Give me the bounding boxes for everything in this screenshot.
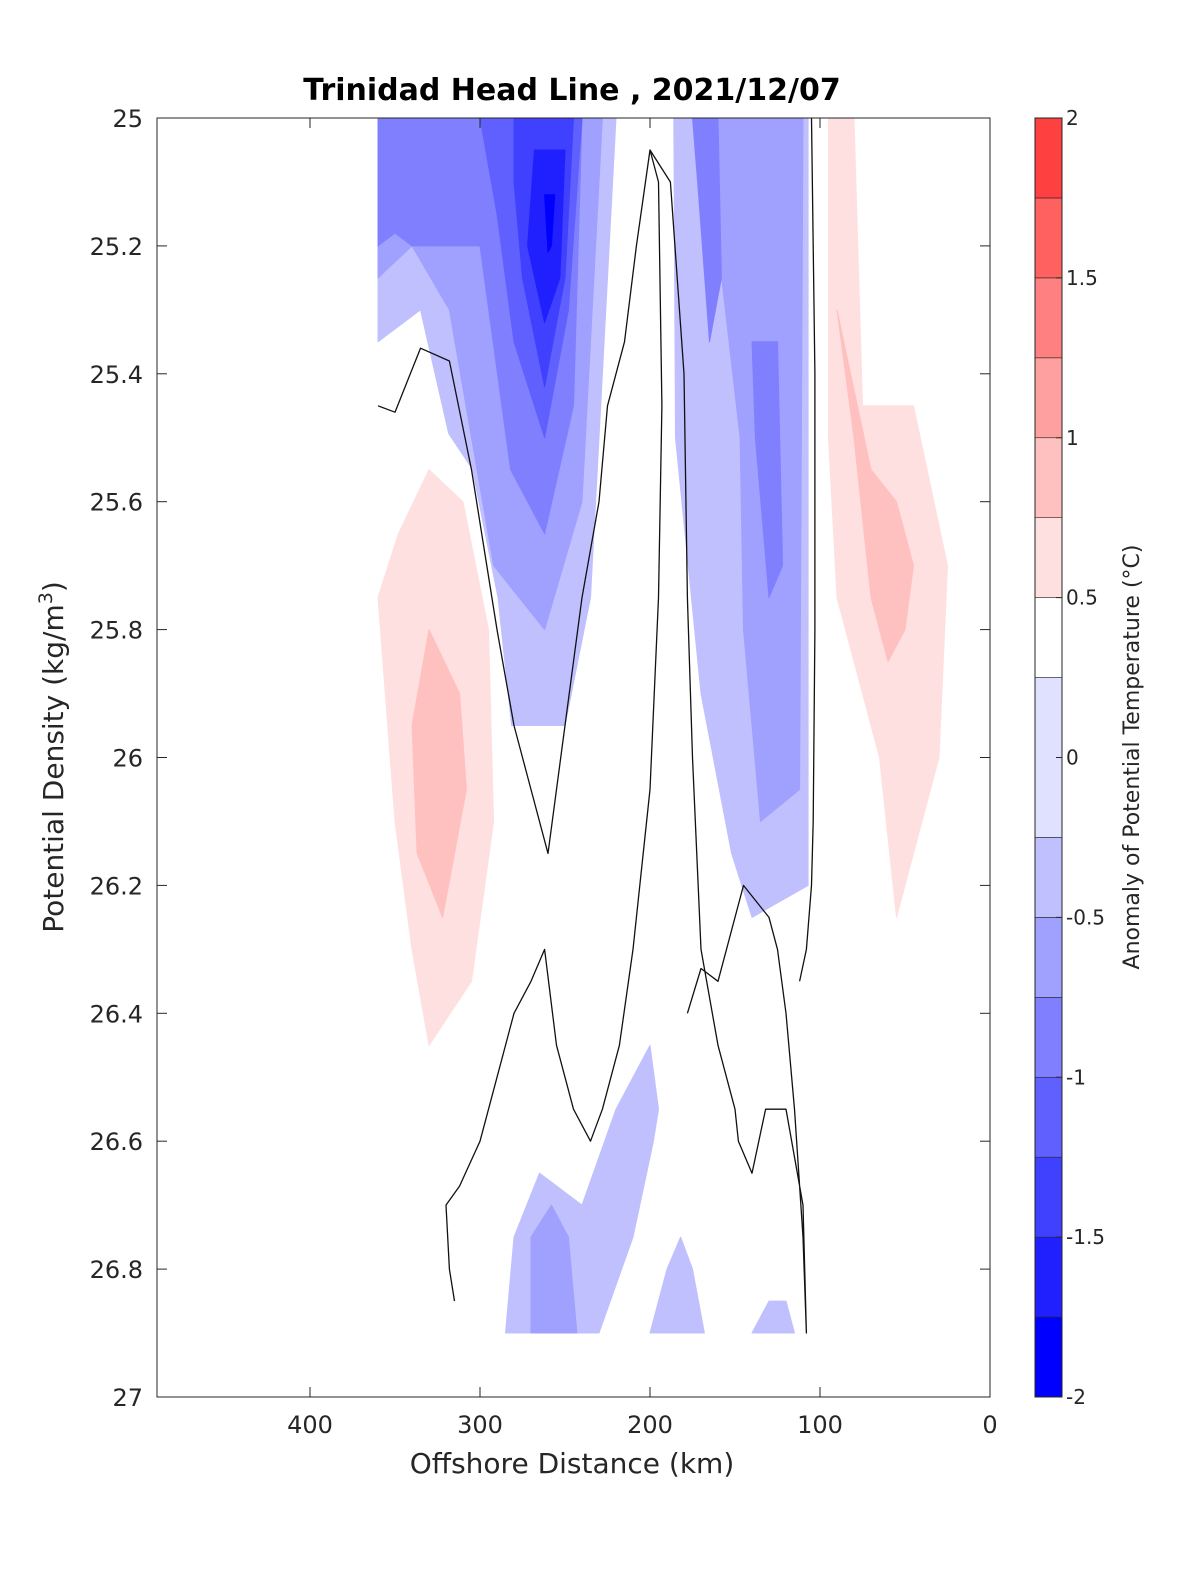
colorbar-tick-label: -1 <box>1066 1065 1086 1089</box>
colorbar-swatch-1 <box>1034 1236 1063 1318</box>
colorbar-tick-label: 1.5 <box>1066 266 1098 290</box>
y-axis-title: Potential Density (kg/m3) <box>35 581 70 933</box>
y-tick-label: 26 <box>112 745 143 773</box>
contour-region-17 <box>411 629 467 918</box>
zero-contour-0 <box>377 149 808 1334</box>
y-tick-label: 26.6 <box>90 1128 143 1156</box>
colorbar-swatch-0 <box>1034 1316 1063 1398</box>
y-tick-label: 26.8 <box>90 1256 143 1284</box>
contour-region-22 <box>777 948 804 1046</box>
contour-fills <box>377 118 957 1334</box>
colorbar-swatch-3 <box>1034 1076 1063 1158</box>
y-tick-label: 25.6 <box>90 489 143 517</box>
y-tick-label: 25.8 <box>90 617 143 645</box>
zero-contour-2 <box>798 118 816 982</box>
contour-region-9 <box>692 118 722 343</box>
colorbar-swatch-4 <box>1034 997 1063 1078</box>
x-tick-label: 0 <box>982 1411 997 1439</box>
x-tick-label: 200 <box>627 1411 673 1439</box>
contour-region-21 <box>836 309 914 663</box>
zero-contour-lines <box>377 118 816 1334</box>
colorbar: -2 -1.5 -1 -0.5 0 0.5 1 1.5 2 <box>1034 106 1105 1409</box>
colorbar-tick-label: 2 <box>1066 106 1079 130</box>
contour-region-14 <box>751 1300 795 1334</box>
contour-region-10 <box>751 341 784 599</box>
colorbar-swatch-2 <box>1034 1156 1063 1238</box>
y-tick-label: 26.2 <box>90 872 143 900</box>
y-axis-title-close: ) <box>37 581 70 592</box>
colorbar-title: Anomaly of Potential Temperature (°C) <box>1120 545 1145 970</box>
colorbar-swatch-10 <box>1034 437 1063 518</box>
colorbar-tick-label: 0 <box>1066 746 1079 770</box>
contour-region-12 <box>530 1204 578 1334</box>
colorbar-tick-label: -0.5 <box>1066 905 1105 929</box>
colorbar-tick-label: 0.5 <box>1066 586 1098 610</box>
colorbar-tick-label: 1 <box>1066 426 1079 450</box>
y-tick-label: 27 <box>112 1384 143 1412</box>
x-tick-label: 100 <box>797 1411 843 1439</box>
colorbar-swatch-14 <box>1034 117 1063 199</box>
x-tick-label: 300 <box>457 1411 503 1439</box>
colorbar-swatch-12 <box>1034 277 1063 359</box>
plot-area: 400 300 200 100 0 25 25.2 25.4 25.6 25.8 26 26.2 26… <box>90 105 998 1439</box>
y-tick-label: 25 <box>112 105 143 133</box>
y-tick-label: 25.4 <box>90 361 143 389</box>
x-axis-ticks: 400 300 200 100 0 <box>287 118 998 1439</box>
colorbar-swatch-13 <box>1034 197 1063 279</box>
colorbar-swatch-5 <box>1034 917 1063 998</box>
contour-region-11 <box>505 1044 659 1334</box>
chart-title: Trinidad Head Line , 2021/12/07 <box>303 73 840 108</box>
colorbar-tick-label: -2 <box>1066 1385 1086 1409</box>
y-axis-title-text: Potential Density (kg/m <box>37 604 70 933</box>
colorbar-swatch-6 <box>1034 837 1063 918</box>
y-axis-title-superscript: 3 <box>35 592 57 604</box>
colorbar-swatch-8 <box>1034 597 1063 678</box>
y-tick-label: 25.2 <box>90 233 143 261</box>
zero-contour-1 <box>445 149 663 1302</box>
contour-region-13 <box>649 1236 705 1334</box>
x-axis-title: Offshore Distance (km) <box>410 1447 735 1480</box>
y-axis-ticks: 25 25.2 25.4 25.6 25.8 26 26.2 26.4 26.6 26.8 27 <box>90 105 990 1412</box>
x-tick-label: 400 <box>287 1411 333 1439</box>
contour-region-18 <box>578 405 651 1014</box>
contour-region-5 <box>527 149 566 324</box>
colorbar-swatch-11 <box>1034 357 1063 439</box>
y-tick-label: 26.4 <box>90 1000 143 1028</box>
contour-region-6 <box>544 194 556 253</box>
colorbar-tick-label: -1.5 <box>1066 1225 1105 1249</box>
colorbar-swatch-9 <box>1034 517 1063 598</box>
colorbar-ticks: -2 -1.5 -1 -0.5 0 0.5 1 1.5 2 <box>1056 106 1105 1409</box>
